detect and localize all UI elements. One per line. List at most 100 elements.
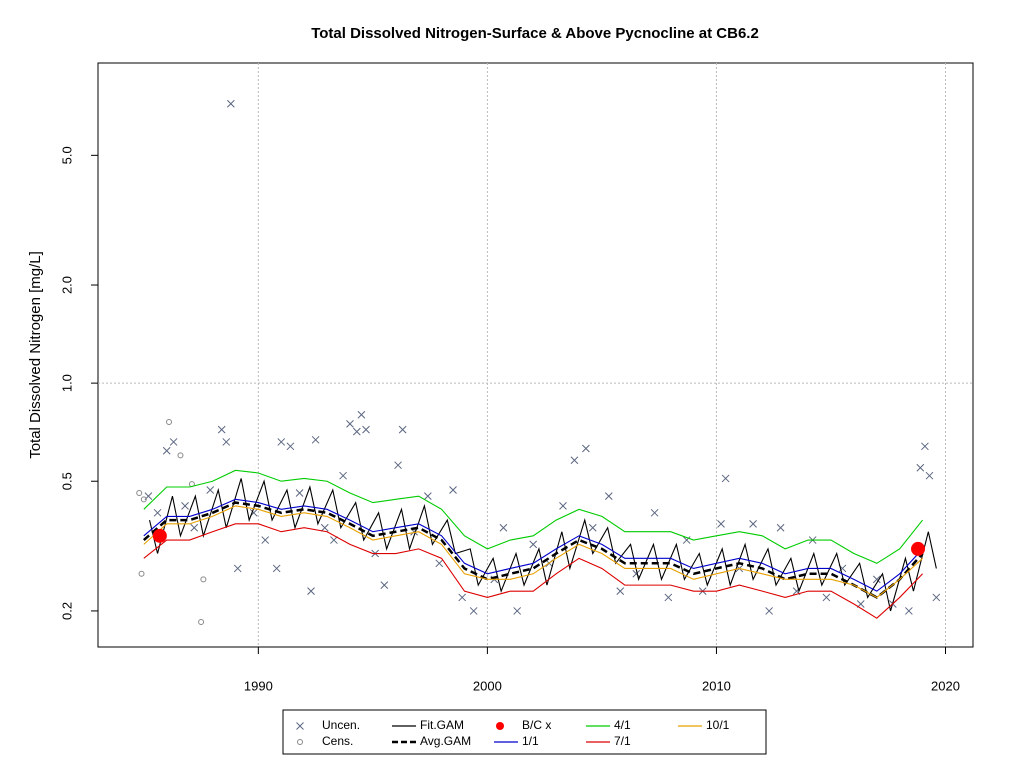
point [181, 502, 189, 510]
series-line [143, 523, 924, 619]
legend-label: Cens. [322, 734, 353, 748]
point [307, 587, 315, 595]
legend-item: Uncen. [296, 718, 360, 732]
legend-item: 7/1 [586, 734, 631, 748]
point [297, 739, 303, 745]
point [311, 435, 320, 444]
point [162, 446, 171, 455]
legend-label: 7/1 [614, 734, 631, 748]
legend-box [282, 709, 767, 755]
point [138, 570, 145, 577]
point [339, 471, 347, 480]
point [911, 541, 926, 556]
point [925, 471, 934, 480]
point [286, 442, 295, 451]
point [198, 618, 205, 625]
series-line [142, 501, 924, 599]
point [217, 425, 226, 434]
x-tick-label: 2010 [702, 678, 731, 693]
legend-item: 10/1 [678, 718, 730, 732]
point [398, 425, 407, 434]
y-tick-label: 0.5 [59, 472, 74, 490]
point [166, 418, 173, 425]
point [921, 442, 929, 451]
point [362, 425, 370, 434]
point [177, 452, 184, 459]
point [295, 489, 304, 497]
x-tick-label: 1990 [244, 678, 273, 693]
point [932, 593, 941, 602]
point [513, 607, 522, 615]
point [152, 528, 167, 543]
point [905, 607, 913, 615]
point [776, 523, 785, 532]
point [872, 575, 881, 584]
point [717, 519, 725, 528]
point [272, 564, 281, 573]
point [140, 496, 147, 503]
y-tick-label: 0.2 [59, 602, 74, 620]
point [650, 508, 659, 517]
legend-label: 1/1 [522, 734, 539, 748]
point [190, 523, 199, 532]
point [616, 587, 625, 595]
point [136, 490, 143, 497]
legend-item: 1/1 [494, 734, 539, 748]
point [277, 438, 286, 446]
point [529, 540, 538, 549]
point [380, 581, 389, 589]
point [449, 486, 457, 494]
point [822, 593, 831, 602]
point [206, 486, 215, 494]
point [261, 536, 270, 544]
point [496, 722, 504, 730]
point [916, 463, 925, 472]
legend-item: B/C x [496, 718, 551, 732]
legend-label: 10/1 [706, 718, 730, 732]
point [682, 536, 691, 544]
legend-item: Fit.GAM [392, 718, 464, 732]
x-tick-label: 2020 [931, 678, 960, 693]
y-axis-title: Total Dissolved Nitrogen [mg/L] [27, 251, 44, 459]
point [582, 444, 590, 453]
point [226, 99, 235, 108]
series-line [143, 505, 923, 599]
point [721, 474, 730, 483]
point [169, 438, 178, 446]
point [588, 523, 597, 532]
y-tick-label: 2.0 [59, 276, 74, 294]
series-line [143, 498, 924, 592]
point [765, 607, 773, 615]
point [458, 593, 467, 602]
point [423, 492, 432, 500]
point [357, 410, 366, 419]
point [664, 593, 673, 602]
y-tick-label: 5.0 [59, 146, 74, 164]
series-line [143, 469, 924, 564]
point [153, 508, 162, 517]
legend-label: Fit.GAM [420, 718, 464, 732]
plot-frame [97, 62, 974, 648]
point [435, 559, 444, 568]
point [394, 461, 402, 470]
point [352, 427, 361, 436]
y-tick-label: 1.0 [59, 374, 74, 392]
point [559, 502, 567, 510]
point [233, 564, 242, 573]
legend-label: B/C x [522, 718, 551, 732]
legend-label: Uncen. [322, 718, 360, 732]
point [330, 536, 338, 544]
point [296, 722, 304, 730]
point [469, 607, 478, 615]
point [499, 523, 508, 532]
x-tick-label: 2000 [473, 678, 502, 693]
point [320, 523, 329, 532]
legend-item: Cens. [297, 734, 353, 748]
legend-item: Avg.GAM [392, 734, 471, 748]
point [222, 438, 231, 446]
legend-label: Avg.GAM [420, 734, 471, 748]
legend-label: 4/1 [614, 718, 631, 732]
chart-title: Total Dissolved Nitrogen-Surface & Above… [311, 25, 759, 42]
